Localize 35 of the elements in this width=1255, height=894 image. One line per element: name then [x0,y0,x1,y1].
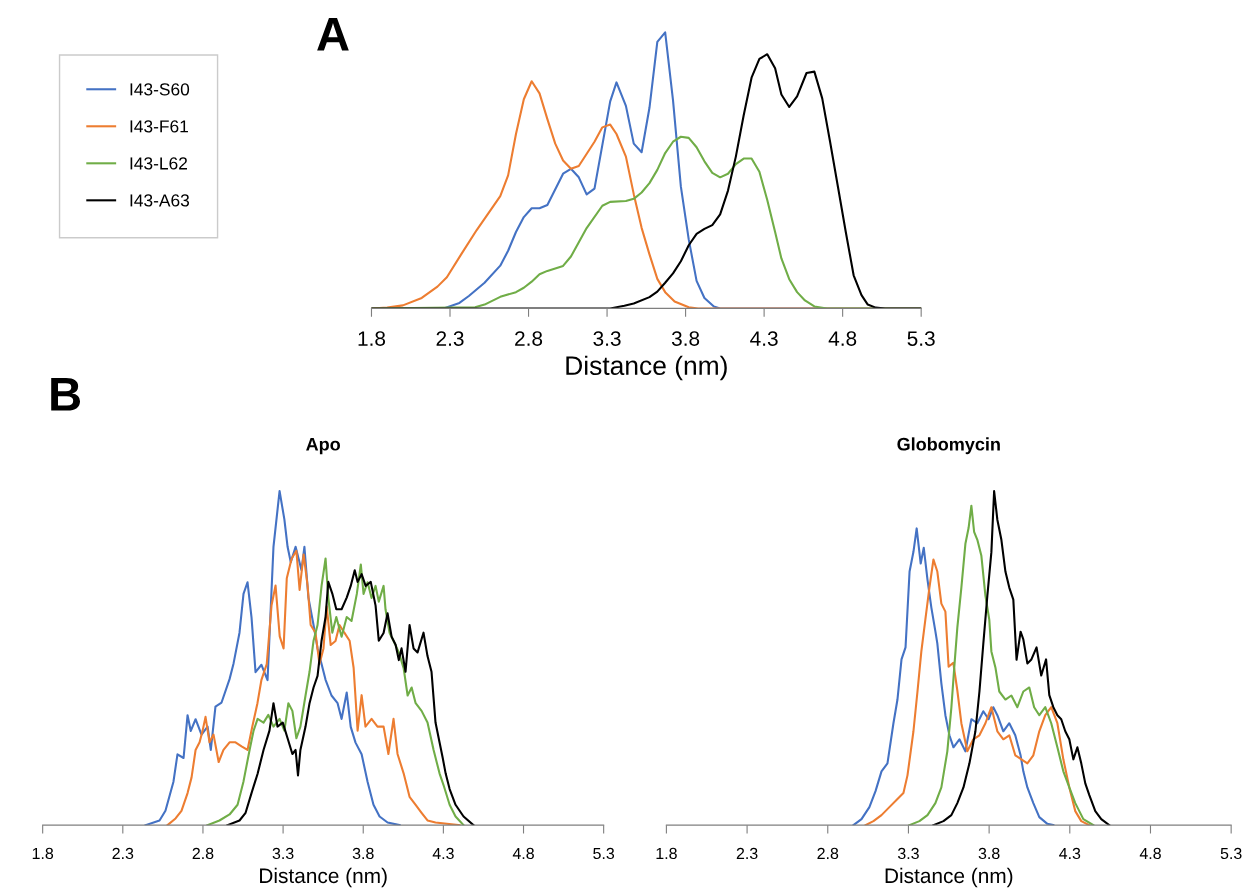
x-tick-label: 3.3 [897,847,919,860]
legend-label: I43-A63 [130,194,190,207]
x-axis-title: Distance (nm) [566,355,727,381]
x-axis-title: Distance (nm) [885,867,1013,888]
x-tick-label: 4.3 [1059,847,1081,860]
x-tick-label: 2.3 [112,847,134,860]
x-tick-label: 4.3 [432,847,454,860]
chart-title: Apo [306,437,341,455]
x-tick-label: 3.3 [593,331,621,346]
x-tick-label: 2.3 [736,847,758,860]
x-tick-label: 5.3 [907,331,935,346]
x-tick-label: 1.8 [358,331,386,346]
x-tick-label: 4.8 [512,847,534,860]
x-tick-label: 1.8 [656,847,677,860]
x-tick-label: 4.8 [828,331,857,346]
text: A [317,18,349,51]
x-tick-label: 3.3 [272,847,294,860]
x-tick-label: 2.3 [436,331,464,346]
legend-label: I43-L62 [130,157,187,170]
x-axis-title: Distance (nm) [260,867,387,888]
x-tick-label: 5.3 [593,847,615,860]
x-tick-label: 3.8 [352,847,374,860]
x-tick-label: 4.8 [1139,847,1161,860]
text: B [51,378,81,411]
x-tick-label: 2.8 [192,847,214,860]
x-tick-label: 4.3 [750,331,778,346]
x-tick-label: 1.8 [32,847,54,860]
x-tick-label: 5.3 [1220,847,1242,860]
x-tick-label: 3.8 [671,331,700,346]
x-tick-label: 2.8 [817,847,839,860]
x-tick-label: 2.8 [515,331,543,346]
x-tick-label: 3.8 [978,847,1000,860]
legend-label: I43-S60 [130,83,190,96]
legend-label: I43-F61 [130,120,188,133]
chart-title: Globomycin [897,437,1000,455]
